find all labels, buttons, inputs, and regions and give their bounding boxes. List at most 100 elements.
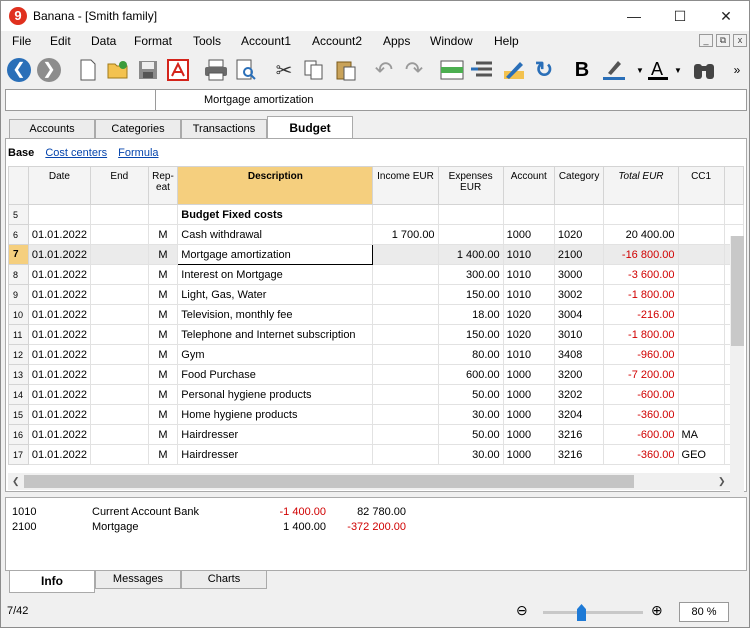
category-cell[interactable]: 3010 xyxy=(553,324,605,345)
column-header-date[interactable]: Date xyxy=(27,166,91,205)
expenses-cell[interactable]: 50.00 xyxy=(437,424,504,445)
cc1-cell[interactable] xyxy=(677,284,725,305)
description-cell[interactable]: Light, Gas, Water xyxy=(177,284,374,305)
cc1-cell[interactable] xyxy=(677,244,725,265)
horizontal-scroll-thumb[interactable] xyxy=(24,475,634,488)
mdi-close-button[interactable]: x xyxy=(733,34,747,47)
pdf-export-button[interactable] xyxy=(165,57,191,83)
income-cell[interactable] xyxy=(372,444,439,465)
expenses-cell[interactable]: 150.00 xyxy=(437,284,504,305)
end-cell[interactable] xyxy=(89,324,149,345)
cc1-cell[interactable]: GEO xyxy=(677,444,725,465)
category-cell[interactable]: 1020 xyxy=(553,224,605,245)
text-color-dropdown[interactable]: ▼ xyxy=(665,57,691,83)
zoom-slider-thumb[interactable] xyxy=(577,604,586,621)
total-cell[interactable]: -1 800.00 xyxy=(603,324,679,345)
total-cell[interactable]: -600.00 xyxy=(603,424,679,445)
tab-charts[interactable]: Charts xyxy=(181,571,267,589)
table-row[interactable]: 7 01.01.2022 M Mortgage amortization 1 400.0… xyxy=(8,244,744,265)
category-cell[interactable]: 3200 xyxy=(553,364,605,385)
save-button[interactable] xyxy=(135,57,161,83)
date-cell[interactable]: 01.01.2022 xyxy=(27,444,91,465)
view-formula[interactable]: Formula xyxy=(118,147,159,159)
account-cell[interactable]: 1000 xyxy=(502,404,555,425)
category-cell[interactable]: 3202 xyxy=(553,384,605,405)
account-cell[interactable]: 1010 xyxy=(502,284,555,305)
end-cell[interactable] xyxy=(89,364,149,385)
cell-reference-field[interactable] xyxy=(6,90,156,110)
menu-edit[interactable]: Edit xyxy=(50,34,71,48)
account-cell[interactable]: 1010 xyxy=(502,244,555,265)
column-header-account[interactable]: Account xyxy=(502,166,555,205)
description-cell[interactable]: Home hygiene products xyxy=(177,404,374,425)
expenses-cell[interactable] xyxy=(437,224,504,245)
description-cell[interactable]: Personal hygiene products xyxy=(177,384,374,405)
tab-info[interactable]: Info xyxy=(9,571,95,593)
category-cell[interactable]: 3000 xyxy=(553,264,605,285)
income-cell[interactable] xyxy=(372,284,439,305)
date-cell[interactable]: 01.01.2022 xyxy=(27,324,91,345)
tab-budget[interactable]: Budget xyxy=(267,116,353,139)
expenses-cell[interactable]: 600.00 xyxy=(437,364,504,385)
date-cell[interactable]: 01.01.2022 xyxy=(27,284,91,305)
find-button[interactable] xyxy=(691,57,717,83)
end-cell[interactable] xyxy=(89,224,149,245)
income-cell[interactable] xyxy=(372,344,439,365)
repeat-cell[interactable]: M xyxy=(147,224,179,245)
expenses-cell[interactable]: 30.00 xyxy=(437,404,504,425)
mdi-minimize-button[interactable]: _ xyxy=(699,34,713,47)
text-color-button[interactable]: A xyxy=(645,57,671,83)
account-cell[interactable]: 1010 xyxy=(502,344,555,365)
print-button[interactable] xyxy=(203,57,229,83)
description-cell[interactable]: Telephone and Internet subscription xyxy=(177,324,374,345)
menu-help[interactable]: Help xyxy=(494,34,519,48)
account-cell[interactable]: 1000 xyxy=(502,364,555,385)
zoom-slider[interactable] xyxy=(543,611,643,614)
menu-apps[interactable]: Apps xyxy=(383,34,411,48)
date-cell[interactable]: 01.01.2022 xyxy=(27,424,91,445)
minimize-button[interactable]: — xyxy=(627,8,641,24)
date-cell[interactable]: 01.01.2022 xyxy=(27,384,91,405)
cell-content-field[interactable]: Mortgage amortization xyxy=(204,94,314,106)
cc1-cell[interactable] xyxy=(677,384,725,405)
table-row[interactable]: 17 01.01.2022 M Hairdresser 30.00 1000 3216 -36… xyxy=(8,444,744,465)
end-cell[interactable] xyxy=(89,444,149,465)
paste-button[interactable] xyxy=(333,57,359,83)
income-cell[interactable] xyxy=(372,264,439,285)
column-header-repeat[interactable]: Rep- eat xyxy=(147,166,179,205)
expenses-cell[interactable]: 50.00 xyxy=(437,384,504,405)
table-row[interactable]: 11 01.01.2022 M Telephone and Internet subs… xyxy=(8,324,744,345)
income-cell[interactable]: 1 700.00 xyxy=(372,224,439,245)
expenses-cell[interactable]: 30.00 xyxy=(437,444,504,465)
expenses-cell[interactable]: 150.00 xyxy=(437,324,504,345)
account-cell[interactable] xyxy=(502,204,555,225)
column-header-income[interactable]: Income EUR xyxy=(372,166,439,205)
table-row[interactable]: 6 01.01.2022 M Cash withdrawal 1 700.00 1000 1… xyxy=(8,224,744,245)
income-cell[interactable] xyxy=(372,364,439,385)
expenses-cell[interactable]: 1 400.00 xyxy=(437,244,504,265)
column-header-cc1[interactable]: CC1 xyxy=(677,166,725,205)
account-cell[interactable]: 1010 xyxy=(502,264,555,285)
category-cell[interactable]: 3204 xyxy=(553,404,605,425)
menu-window[interactable]: Window xyxy=(430,34,473,48)
date-cell[interactable]: 01.01.2022 xyxy=(27,244,91,265)
total-cell[interactable]: -600.00 xyxy=(603,384,679,405)
vertical-scrollbar[interactable] xyxy=(730,236,744,492)
zoom-in-button[interactable]: ⊕ xyxy=(651,602,663,619)
back-button[interactable]: ❮ xyxy=(6,57,32,83)
description-cell[interactable]: Cash withdrawal xyxy=(177,224,374,245)
copy-button[interactable] xyxy=(301,57,327,83)
total-cell[interactable]: -360.00 xyxy=(603,404,679,425)
zoom-level-field[interactable]: 80 % xyxy=(679,602,729,622)
new-file-button[interactable] xyxy=(75,57,101,83)
description-cell[interactable]: Hairdresser xyxy=(177,424,374,445)
table-row[interactable]: 12 01.01.2022 M Gym 80.00 1010 3408 -960.00 xyxy=(8,344,744,365)
cc1-cell[interactable] xyxy=(677,304,725,325)
category-cell[interactable]: 3216 xyxy=(553,424,605,445)
repeat-cell[interactable]: M xyxy=(147,344,179,365)
repeat-cell[interactable]: M xyxy=(147,264,179,285)
account-cell[interactable]: 1020 xyxy=(502,304,555,325)
highlight-button[interactable] xyxy=(601,57,627,83)
close-button[interactable]: ✕ xyxy=(720,8,732,24)
cc1-cell[interactable]: MA xyxy=(677,424,725,445)
